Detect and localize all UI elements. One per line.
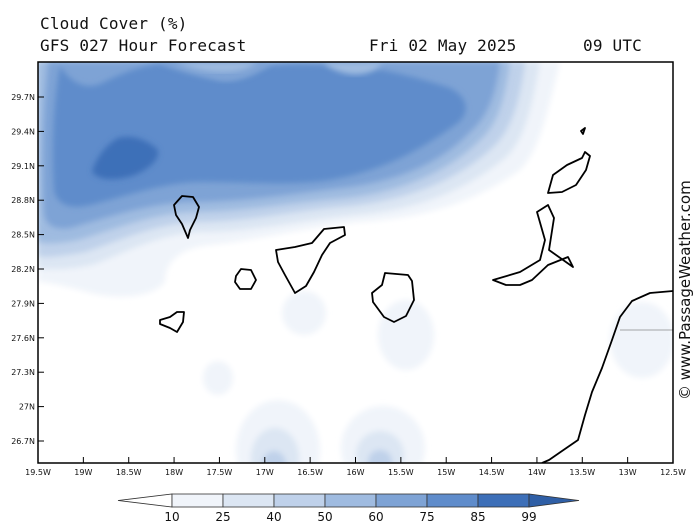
lon-label: 18.5W bbox=[116, 468, 142, 477]
colorbar-segment bbox=[375, 493, 428, 508]
colorbar-label: 60 bbox=[368, 510, 383, 524]
lon-label: 16W bbox=[346, 468, 364, 477]
colorbar-high-arrow bbox=[528, 493, 580, 508]
lon-label: 15W bbox=[437, 468, 455, 477]
map-title: Cloud Cover (%) bbox=[40, 14, 188, 33]
lon-label: 17.5W bbox=[207, 468, 233, 477]
colorbar-label: 40 bbox=[266, 510, 281, 524]
gran-canaria-coast bbox=[371, 272, 415, 323]
forecast-time: 09 UTC bbox=[583, 36, 642, 55]
la-gomera-coast bbox=[234, 268, 257, 290]
tenerife-coast bbox=[275, 226, 346, 294]
colorbar-label: 99 bbox=[521, 510, 536, 524]
colorbar-label: 50 bbox=[317, 510, 332, 524]
colorbar-segment bbox=[222, 493, 275, 508]
africa-coast bbox=[541, 290, 673, 463]
colorbar-segment bbox=[171, 493, 224, 508]
lat-label: 28.8N bbox=[11, 196, 35, 205]
la-palma-coast bbox=[173, 195, 200, 239]
lat-label: 29.1N bbox=[11, 162, 35, 171]
lat-label: 28.5N bbox=[11, 231, 35, 240]
colorbar-label: 10 bbox=[164, 510, 179, 524]
lat-label: 27.9N bbox=[11, 299, 35, 308]
lon-label: 17W bbox=[256, 468, 274, 477]
lon-label: 19.5W bbox=[25, 468, 51, 477]
lon-label: 16.5W bbox=[297, 468, 323, 477]
colorbar-segment bbox=[426, 493, 479, 508]
colorbar-label: 25 bbox=[215, 510, 230, 524]
fuerteventura-coast bbox=[492, 204, 574, 286]
lat-label: 27N bbox=[19, 403, 35, 412]
coastlines bbox=[159, 127, 673, 463]
lat-label: 29.7N bbox=[11, 93, 35, 102]
graciosa-coast bbox=[580, 127, 586, 135]
lat-label: 26.7N bbox=[11, 437, 35, 446]
cloud-cover-field bbox=[38, 62, 673, 463]
lon-label: 13W bbox=[619, 468, 637, 477]
lon-label: 19W bbox=[74, 468, 92, 477]
lon-label: 14.5W bbox=[479, 468, 505, 477]
colorbar-segment bbox=[273, 493, 326, 508]
colorbar-segment bbox=[324, 493, 377, 508]
lon-label: 15.5W bbox=[388, 468, 414, 477]
forecast-subtitle: GFS 027 Hour Forecast bbox=[40, 36, 247, 55]
latitude-axis: 29.7N 29.4N 29.1N 28.8N 28.5N 28.2N 27.9N 27.6N… bbox=[11, 93, 44, 446]
lat-label: 29.4N bbox=[11, 127, 35, 136]
lat-label: 27.6N bbox=[11, 334, 35, 343]
lon-label: 18W bbox=[165, 468, 183, 477]
lanzarote-coast bbox=[547, 151, 591, 194]
longitude-axis: 19.5W 19W 18.5W 18W 17.5W 17W 16.5W 16W 15.5W 15W… bbox=[25, 457, 686, 477]
colorbar-segment bbox=[477, 493, 530, 508]
lon-label: 12.5W bbox=[660, 468, 686, 477]
forecast-date: Fri 02 May 2025 bbox=[369, 36, 517, 55]
lon-label: 13.5W bbox=[569, 468, 595, 477]
colorbar-label: 85 bbox=[470, 510, 485, 524]
colorbar-low-arrow bbox=[117, 493, 173, 508]
colorbar-label: 75 bbox=[419, 510, 434, 524]
lat-label: 28.2N bbox=[11, 265, 35, 274]
lon-label: 14W bbox=[528, 468, 546, 477]
lat-label: 27.3N bbox=[11, 368, 35, 377]
el-hierro-coast bbox=[159, 311, 185, 333]
colorbar: 10 25 40 50 60 75 85 99 bbox=[117, 493, 580, 524]
